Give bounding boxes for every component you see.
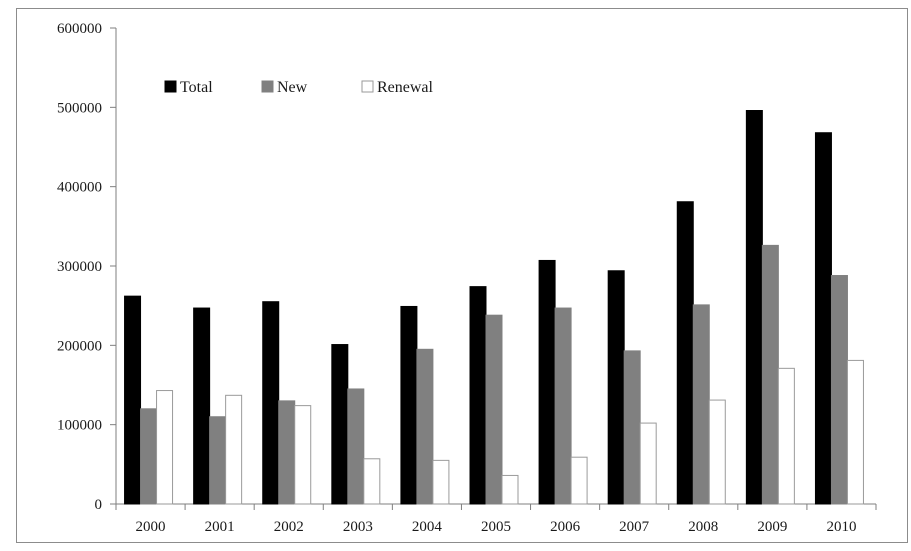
- bar-total-2010: [814, 132, 832, 505]
- bar-new-2003: [347, 388, 365, 505]
- x-tick-label: 2006: [550, 519, 581, 535]
- bar-renewal-2000: [156, 390, 174, 505]
- bar-renewal-2010: [846, 359, 864, 505]
- bar-total-2005: [469, 286, 487, 505]
- bar-renewal-2008: [708, 399, 726, 505]
- y-tick-label: 0: [95, 497, 103, 513]
- legend-label-renewal: Renewal: [377, 79, 434, 96]
- bar-total-2007: [607, 270, 625, 505]
- axes: 0 100000 200000 300000 400000 500000 600000 200…: [57, 21, 877, 535]
- bar-total-2001: [193, 307, 211, 505]
- y-tick-label: 300000: [57, 259, 102, 275]
- bar-new-2002: [278, 400, 296, 505]
- x-tick-label: 2009: [757, 519, 787, 535]
- bar-renewal-2002: [294, 405, 312, 505]
- x-tick-label: 2008: [688, 519, 718, 535]
- bar-total-2002: [262, 301, 280, 505]
- bar-new-2010: [830, 275, 848, 505]
- bar-total-2008: [676, 201, 694, 505]
- legend-swatch-total: [164, 80, 177, 93]
- bar-new-2007: [623, 350, 641, 505]
- x-tick-label: 2001: [205, 519, 235, 535]
- bar-renewal-2003: [363, 458, 381, 505]
- bar-total-2006: [538, 259, 556, 505]
- bar-total-2000: [124, 295, 142, 505]
- legend-label-new: New: [277, 79, 308, 96]
- x-tick-label: 2010: [826, 519, 856, 535]
- bar-total-2009: [745, 110, 763, 505]
- chart-frame: [16, 8, 908, 543]
- bar-total-2003: [331, 344, 349, 505]
- legend-label-total: Total: [180, 79, 213, 96]
- x-tick-label: 2005: [481, 519, 511, 535]
- bar-renewal-2004: [432, 459, 450, 505]
- legend-swatch-new: [261, 80, 274, 93]
- y-tick-label: 100000: [57, 418, 102, 434]
- bar-new-2005: [485, 314, 503, 505]
- x-tick-label: 2003: [343, 519, 373, 535]
- bar-new-2004: [416, 348, 434, 505]
- x-tick-label: 2004: [412, 519, 443, 535]
- bar-new-2006: [554, 307, 572, 505]
- bar-new-2009: [761, 244, 779, 505]
- bar-renewal-2001: [225, 394, 243, 505]
- bar-renewal-2009: [777, 367, 795, 505]
- bars: [124, 110, 864, 505]
- bar-new-2000: [140, 408, 158, 505]
- bar-new-2001: [209, 416, 227, 505]
- x-tick-label: 2000: [136, 519, 166, 535]
- legend-swatch-renewal: [361, 80, 374, 93]
- bar-renewal-2005: [501, 474, 519, 505]
- y-tick-label: 200000: [57, 338, 102, 354]
- legend: Total New Renewal: [164, 79, 434, 96]
- bar-renewal-2006: [570, 456, 588, 505]
- y-tick-label: 600000: [57, 21, 102, 37]
- bar-renewal-2007: [639, 422, 657, 505]
- y-tick-label: 400000: [57, 180, 102, 196]
- y-tick-label: 500000: [57, 100, 102, 116]
- x-tick-label: 2007: [619, 519, 650, 535]
- bar-total-2004: [400, 305, 418, 505]
- bar-new-2008: [692, 304, 710, 505]
- x-tick-label: 2002: [274, 519, 304, 535]
